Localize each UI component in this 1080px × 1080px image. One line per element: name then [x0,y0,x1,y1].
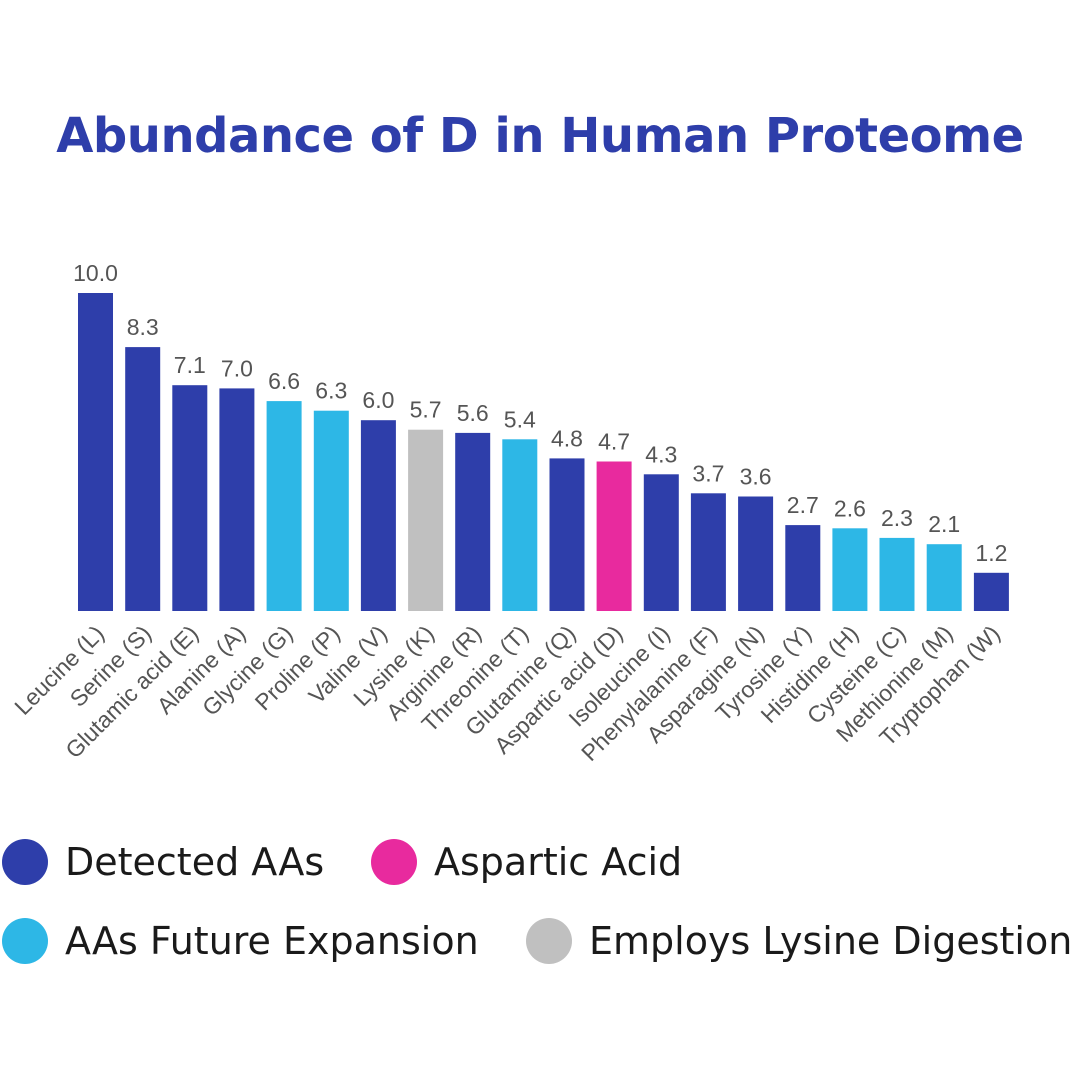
bar-value-label: 5.4 [504,406,536,432]
bar-group [78,293,1009,611]
bar [690,493,726,611]
bar-value-label: 2.3 [881,505,913,531]
bar [596,461,632,611]
bar-value-label: 2.7 [787,492,819,518]
bar [926,544,962,611]
bar [219,388,255,611]
bar [738,496,774,611]
bar-value-label: 4.8 [551,425,583,451]
bar [360,420,396,611]
bar [879,537,915,611]
bar-value-label: 3.7 [692,460,724,486]
value-label-group: 10.0 8.3 7.1 7.0 6.6 6.3 6.0 5.7 5.6 5.4 4.8 4.7 4.3… [73,260,1007,566]
bar-value-label: 5.6 [457,400,489,426]
bar-value-label: 2.1 [928,511,960,537]
bar [549,458,585,611]
bar [408,429,444,611]
bar [125,347,161,611]
chart-title: Abundance of D in Human Proteome [56,108,1024,164]
bar [455,432,491,611]
bar-value-label: 6.0 [362,387,394,413]
bar-value-label: 6.6 [268,368,300,394]
bar-value-label: 3.6 [740,464,772,490]
x-tick-label-group: Leucine (L)Serine (S)Glutamic acid (E)Al… [9,620,1005,766]
bar-value-label: 8.3 [127,314,159,340]
bar-value-label: 4.7 [598,429,630,455]
bar [172,385,208,611]
bar-value-label: 7.1 [174,352,206,378]
bar [502,439,538,611]
bar-value-label: 5.7 [410,397,442,423]
bar [643,474,679,611]
bar-value-label: 6.3 [315,378,347,404]
bar [785,525,821,611]
bar [313,410,349,611]
bar [973,572,1009,611]
bar [78,293,113,611]
bar-value-label: 2.6 [834,495,866,521]
bar [832,528,868,611]
bar [266,401,302,611]
bar-value-label: 4.3 [645,441,677,467]
bar-value-label: 10.0 [73,260,118,286]
bar-value-label: 1.2 [975,540,1007,566]
bar-value-label: 7.0 [221,355,253,381]
